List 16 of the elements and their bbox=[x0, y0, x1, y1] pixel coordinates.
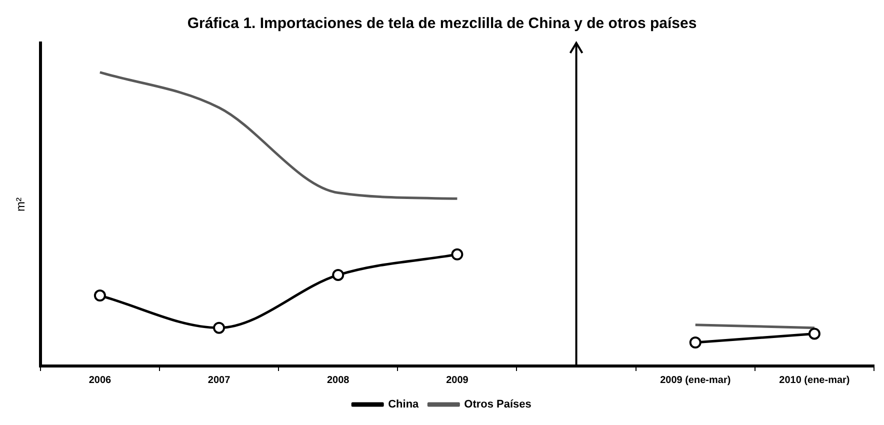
point bbox=[689, 336, 702, 349]
legend-label: Otros Países bbox=[464, 398, 532, 411]
x-tick-label: 2008 bbox=[326, 374, 350, 386]
x-tick-label: 2009 (ene-mar) bbox=[660, 374, 731, 386]
point bbox=[451, 248, 464, 260]
x-tick-label: 2010 (ene-mar) bbox=[779, 374, 850, 386]
x-tick-label: 2007 bbox=[208, 374, 231, 386]
legend-label: China bbox=[388, 398, 420, 411]
point bbox=[332, 268, 344, 281]
x-tick-label: 2006 bbox=[88, 374, 112, 386]
chart-title: Gráfica 1. Importaciones de tela de mezclilla de China y de otros países bbox=[187, 15, 697, 32]
y-axis-title: m² bbox=[14, 198, 28, 212]
point bbox=[808, 328, 820, 340]
x-tick-label: 2009 bbox=[446, 374, 469, 386]
point bbox=[213, 322, 226, 334]
point bbox=[94, 290, 106, 302]
